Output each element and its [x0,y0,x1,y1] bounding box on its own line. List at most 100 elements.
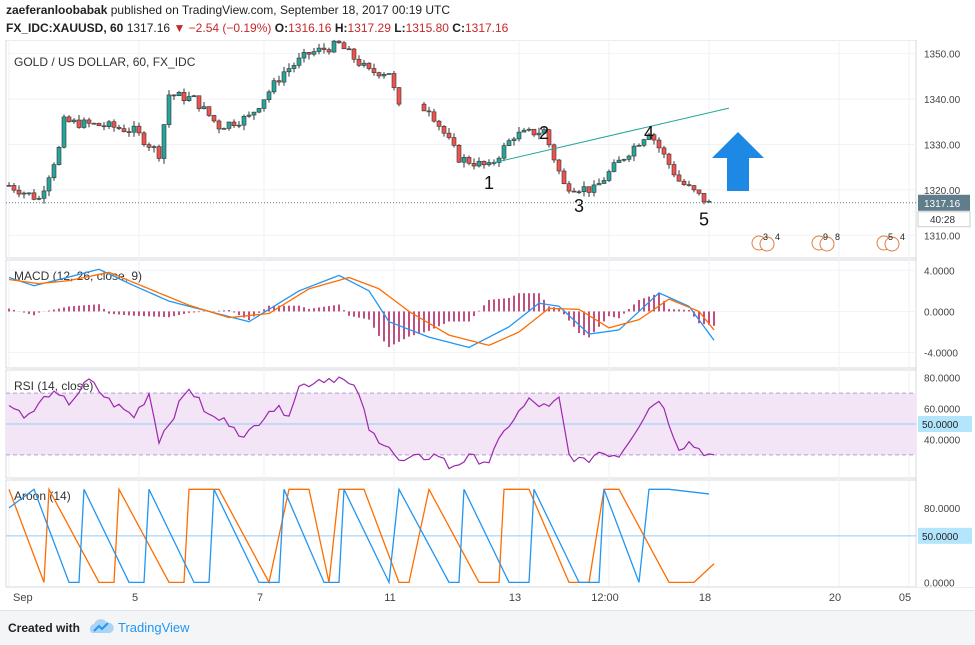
candle-body [436,120,442,127]
candle-body [71,119,77,123]
candle-body [201,106,207,109]
low-label: L: [394,21,406,35]
x-tick-label: 13 [509,592,521,604]
candle-body [476,160,482,167]
candle-body [571,190,577,193]
candle-body [46,177,52,192]
price-tick-label: 1320.00 [924,186,961,197]
aroon-tick-label: 50.0000 [922,532,959,543]
candle-body [461,157,467,163]
candle-body [51,164,57,179]
author-name[interactable]: zaeferanloobabak [6,3,108,17]
wave-label: 3 [574,196,584,216]
candle-body [391,73,397,88]
candle-body [341,42,347,50]
candle-body [556,159,562,172]
candle-body [661,147,667,155]
candle-body [106,121,112,127]
aroon-tick-label: 0.0000 [924,578,955,589]
candle-body [156,146,162,159]
price-pane-title: GOLD / US DOLLAR, 60, FX_IDC [14,55,196,69]
candle-body [586,186,592,193]
tradingview-link[interactable]: TradingView [118,620,190,635]
candle-body [246,114,252,117]
candle-body [276,80,282,83]
published-text: published on TradingView.com, September … [110,3,451,17]
candle-body [421,103,427,112]
down-arrow-icon: ▼ [173,21,186,35]
candle-body [696,189,702,194]
x-tick-label: 20 [829,592,841,604]
candle-body [496,157,502,163]
aroon-tick-label: 80.0000 [924,504,961,515]
candle-body [41,190,47,199]
wave-label: 4 [644,123,654,143]
candle-body [226,121,232,129]
candle-body [481,160,487,166]
candle-body [641,139,647,146]
us-flag-icon [759,236,775,252]
price-tick-label: 1340.00 [924,95,961,106]
candle-body [501,145,507,159]
event-count: 4 [775,232,780,242]
candle-body [6,185,12,187]
candle-body [601,180,607,184]
candle-body [646,134,652,140]
candle-body [251,111,257,116]
candle-body [331,40,337,53]
candle-body [321,47,327,50]
candle-body [176,92,182,97]
candle-body [171,94,177,97]
candle-body [126,131,132,133]
close-value: 1317.16 [464,21,509,35]
close-label: C: [452,21,465,35]
candle-body [651,134,657,141]
macd-tick-label: 0.0000 [924,307,955,318]
wave-label: 5 [699,210,709,230]
candle-body [301,52,307,59]
candle-body [266,91,272,101]
rsi-tick-label: 60.0000 [924,405,961,416]
symbol-name: FX_IDC:XAUUSD, 60 [6,21,124,35]
candle-body [441,126,447,134]
chart-area[interactable]: Sep 5 7 11 13 12:00 18 20 051350.001340.001330.0… [0,40,975,610]
pane-frame-1 [5,259,917,369]
x-tick-label: 05 [899,592,911,604]
candle-body [211,115,217,122]
event-count: 5 [888,232,893,242]
candle-body [111,121,117,128]
high-label: H: [334,21,348,35]
candle-body [666,153,672,165]
candle-body [346,48,352,51]
event-count: 3 [763,232,768,242]
trendline [493,107,730,164]
candle-body [546,129,552,146]
candle-body [606,171,612,181]
candle-body [76,119,82,128]
candle-body [611,162,617,172]
candle-body [656,139,662,149]
wave-label: 2 [539,123,549,143]
x-tick-label: 5 [132,592,138,604]
open-value: 1316.16 [288,21,332,35]
symbol-line: FX_IDC:XAUUSD, 60 1317.16 ▼ −2.54 (−0.19… [6,21,508,35]
candle-body [291,65,297,69]
candle-body [631,145,637,157]
candle-body [241,116,247,126]
candle-body [576,191,582,194]
signal-line [8,271,715,347]
candle-body [231,121,237,126]
low-value: 1315.80 [405,21,449,35]
us-flag-icon [819,236,835,252]
event-count: 8 [835,232,840,242]
candle-body [516,131,522,140]
candle-body [701,193,707,203]
candle-body [116,126,122,129]
rsi-pane-title: RSI (14, close) [14,379,93,393]
candle-body [676,174,682,182]
candle-body [526,128,532,131]
candle-body [531,128,537,136]
aroon-mid-badge [918,527,972,544]
publish-line: zaeferanloobabak published on TradingVie… [6,3,450,17]
candle-body [196,95,202,109]
